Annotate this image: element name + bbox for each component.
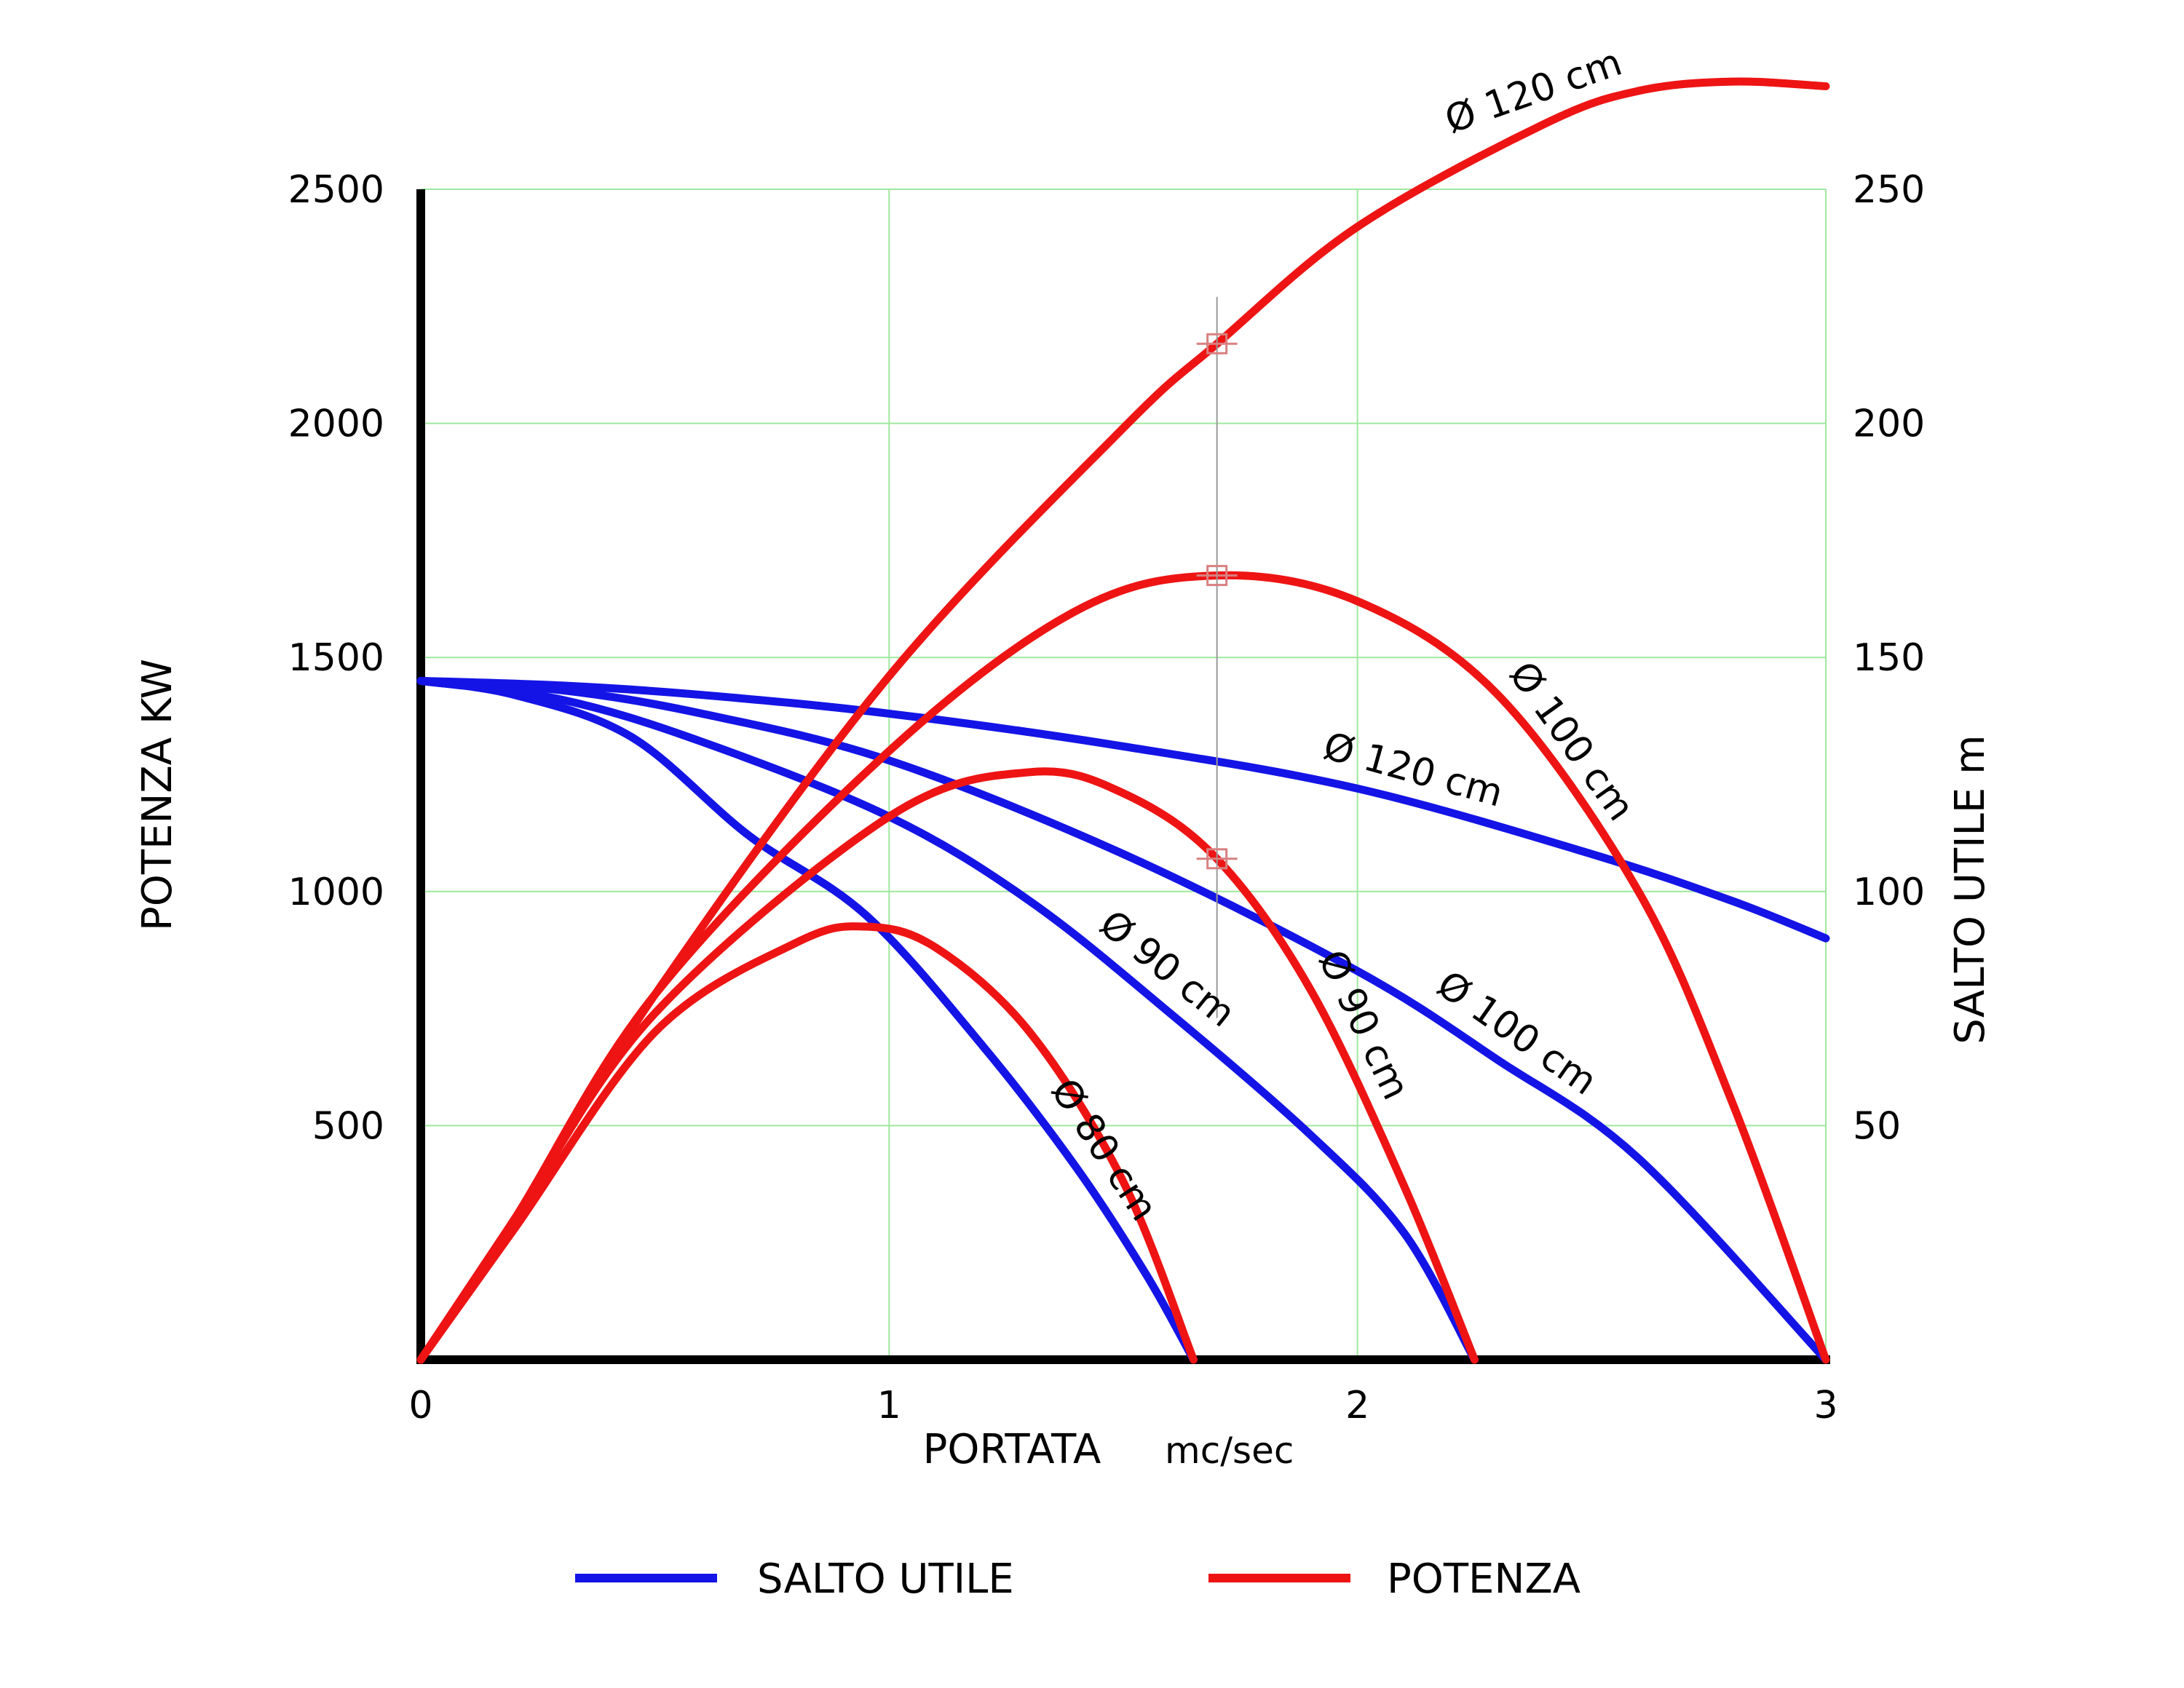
x-tick-label: 3 (1813, 1384, 1837, 1427)
potenza-curve-80cm (416, 922, 1198, 1364)
y-left-tick-label: 1500 (288, 636, 384, 680)
legend: SALTO UTILE POTENZA (575, 1556, 1580, 1603)
legend-label-salto: SALTO UTILE (757, 1556, 1014, 1603)
x-tick-label: 1 (877, 1384, 901, 1427)
y-left-tick-label: 2500 (288, 168, 384, 212)
y-right-tick-label: 250 (1853, 168, 1925, 212)
salto-utile-curve-80cm (416, 676, 1198, 1364)
potenza-curve-90cm (416, 767, 1479, 1364)
x-axis-unit: mc/sec (1165, 1430, 1294, 1472)
x-axis-title: PORTATA (923, 1426, 1101, 1473)
x-tick-label: 0 (408, 1384, 432, 1427)
legend-label-potenza: POTENZA (1387, 1556, 1580, 1603)
y-left-tick-label: 500 (312, 1104, 384, 1148)
markers (1196, 296, 1238, 1018)
curve-label: Ø 100 cm (1500, 654, 1642, 828)
salto-utile-curve-120cm (416, 676, 1830, 943)
salto-utile-curve-100cm (416, 676, 1830, 1364)
x-tick-label: 2 (1345, 1384, 1369, 1427)
y-left-tick-label: 1000 (288, 871, 384, 914)
y-left-axis-title: POTENZA KW (134, 659, 181, 931)
y-right-tick-label: 200 (1853, 403, 1925, 446)
y-right-tick-label: 50 (1853, 1104, 1901, 1148)
axes: 0 1 2 3 500 1000 1500 2000 2500 50 100 150 200 250 (288, 168, 1926, 1427)
salto-utile-curve-90cm (416, 676, 1479, 1364)
y-right-tick-label: 100 (1853, 871, 1925, 914)
y-right-tick-label: 150 (1853, 636, 1925, 680)
y-left-tick-label: 2000 (288, 403, 384, 446)
y-right-axis-title: SALTO UTILE m (1947, 734, 1994, 1044)
